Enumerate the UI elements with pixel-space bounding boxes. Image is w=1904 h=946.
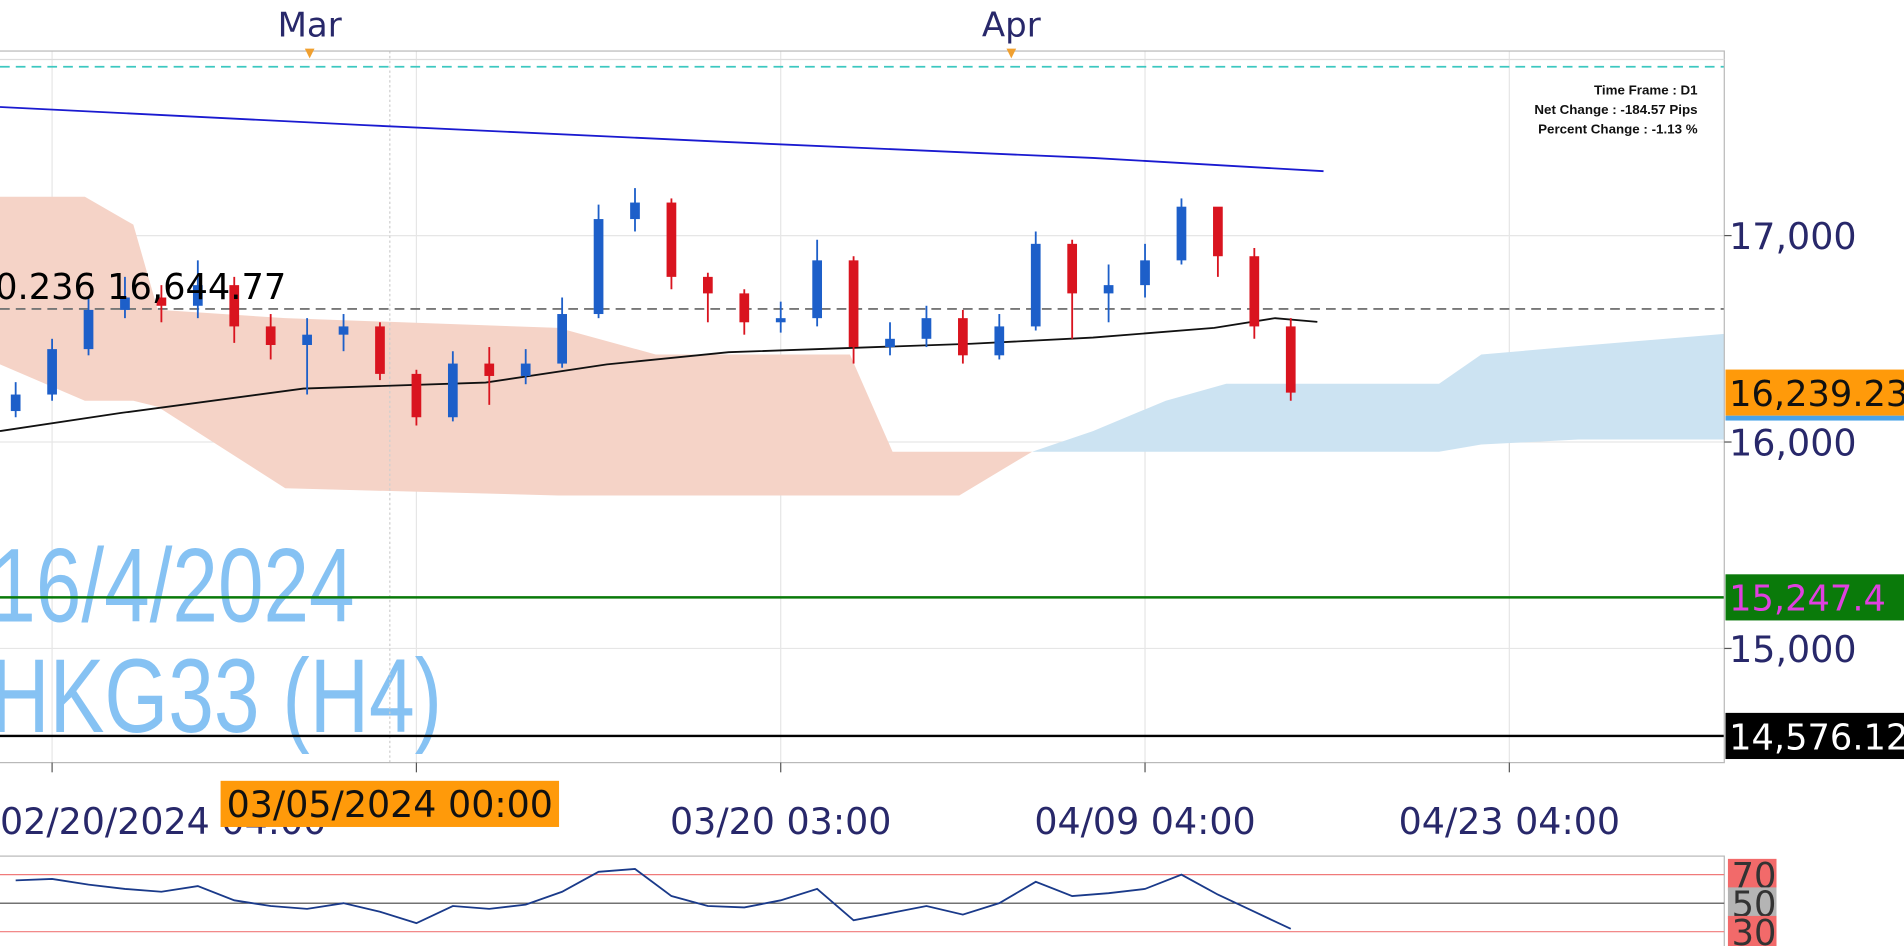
candle-body	[411, 373, 422, 418]
rsi-tick-box	[1727, 915, 1777, 946]
plot-frame	[0, 50, 1725, 764]
moving-average	[0, 317, 1318, 432]
candle-body	[1030, 243, 1041, 327]
candle-body	[1176, 206, 1187, 261]
clouds	[0, 196, 1725, 496]
candle-body	[484, 363, 495, 376]
candle-body	[921, 318, 932, 339]
candle-body	[848, 260, 859, 348]
level-label: 0.236 16,644.77	[0, 267, 286, 308]
ichimoku-cloud	[1032, 333, 1725, 452]
levels	[0, 65, 1725, 738]
candle-body	[775, 318, 786, 323]
candle-body	[885, 338, 895, 348]
candle-body	[302, 334, 312, 345]
info-text: Percent Change : -1.13 %	[1538, 122, 1698, 137]
rsi	[0, 868, 1725, 933]
candle-body	[702, 276, 713, 294]
level-box	[1725, 574, 1904, 621]
candle-body	[1140, 260, 1150, 286]
crosshair-label: 03/05/2024 00:00	[227, 783, 553, 826]
info-text: Net Change : -184.57 Pips	[1534, 102, 1697, 117]
candle-body	[338, 326, 349, 335]
x-tick-label: 04/09 04:00	[1034, 800, 1255, 843]
last-price-underline	[1725, 415, 1904, 421]
rsi-line	[15, 868, 1292, 930]
month-label: Mar	[278, 5, 342, 45]
candle-body	[812, 260, 823, 319]
level-label: 14,576.12	[1729, 717, 1904, 758]
candle-body	[994, 326, 1005, 356]
candle-body	[593, 219, 604, 315]
candle-body	[156, 297, 167, 306]
last-price-label: 16,239.23	[1729, 374, 1904, 415]
watermark: 16/4/2024	[0, 528, 355, 645]
series	[0, 106, 1324, 432]
candle-body	[1249, 256, 1260, 327]
month-marker	[1006, 48, 1017, 59]
candle-body	[630, 202, 640, 220]
candle-body	[265, 326, 276, 345]
rsi-tick-box	[1727, 887, 1777, 919]
candle-body	[520, 363, 531, 376]
rsi-tick-label: 30	[1732, 913, 1777, 946]
month-label: Apr	[982, 5, 1041, 45]
x-tick-label: 03/20 03:00	[670, 800, 891, 843]
candle-body	[120, 297, 130, 310]
candle-body	[1067, 243, 1078, 294]
candle-body	[666, 202, 677, 277]
moving-average	[0, 106, 1324, 173]
crosshair-box	[220, 780, 560, 827]
candle-body	[447, 363, 458, 418]
candle-body	[1103, 285, 1114, 294]
candle-body	[10, 394, 21, 412]
rsi-frame	[0, 855, 1725, 946]
candles	[10, 188, 1296, 426]
y-tick-label: 17,000	[1729, 215, 1856, 258]
level-box	[1725, 712, 1904, 760]
candle-body	[229, 285, 240, 327]
y-tick-label: 16,000	[1729, 421, 1856, 464]
watermark: HKG33 (H4)	[0, 638, 442, 755]
candle-body	[1285, 326, 1296, 393]
candle-body	[83, 309, 94, 350]
candle-body	[375, 326, 385, 374]
x-tick-label: 04/23 04:00	[1399, 800, 1620, 843]
candle-body	[739, 293, 750, 323]
candle-body	[47, 349, 57, 395]
y-tick-label: 15,000	[1729, 628, 1856, 671]
month-marker	[304, 48, 315, 59]
rsi-tick-box	[1727, 858, 1777, 891]
ichimoku-cloud	[0, 196, 1033, 496]
info-text: Time Frame : D1	[1594, 83, 1698, 98]
candle-body	[557, 314, 567, 364]
candle-body	[958, 318, 968, 356]
level-label: 15,247.4	[1729, 579, 1886, 620]
candle-body	[192, 285, 203, 306]
candle-body	[1213, 206, 1223, 257]
last-price-box	[1725, 369, 1904, 416]
